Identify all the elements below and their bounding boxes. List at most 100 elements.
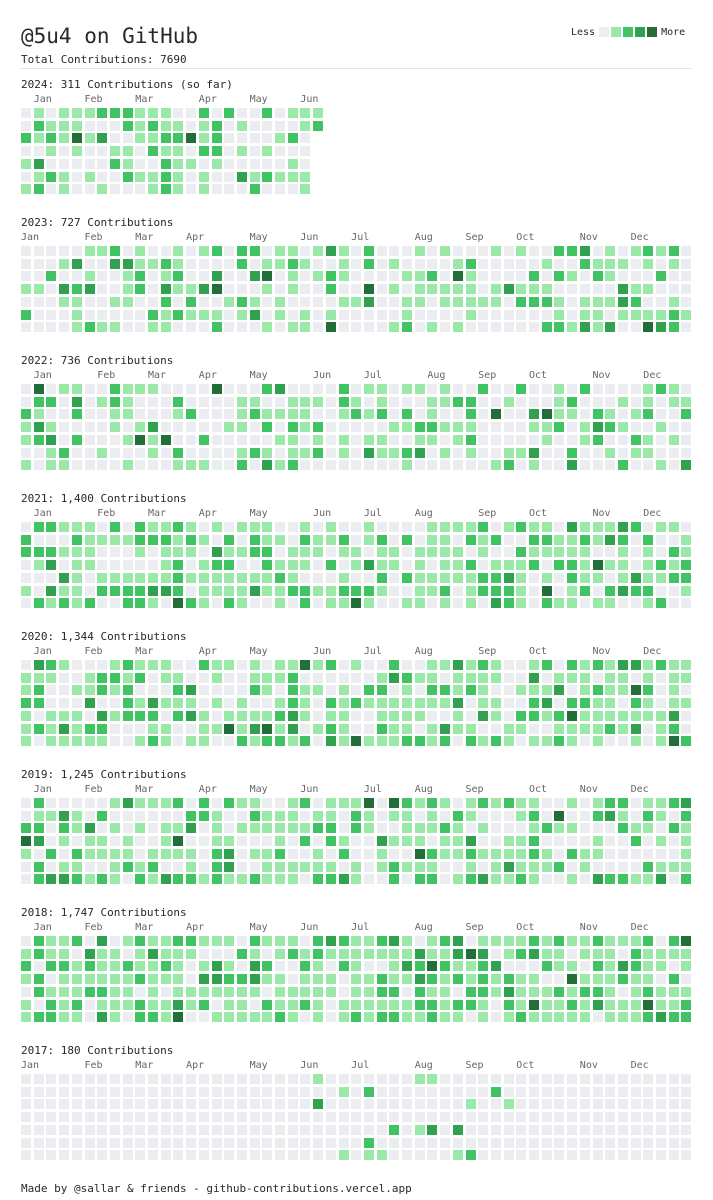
contribution-day-cell[interactable] xyxy=(275,120,285,131)
contribution-day-cell[interactable] xyxy=(21,974,31,985)
contribution-day-cell[interactable] xyxy=(300,422,311,433)
contribution-day-cell[interactable] xyxy=(325,1124,336,1135)
contribution-day-cell[interactable] xyxy=(503,1137,514,1148)
contribution-day-cell[interactable] xyxy=(262,698,273,709)
contribution-day-cell[interactable] xyxy=(122,184,133,195)
contribution-day-cell[interactable] xyxy=(668,974,679,985)
contribution-day-cell[interactable] xyxy=(21,836,31,847)
contribution-day-cell[interactable] xyxy=(503,698,514,709)
contribution-day-cell[interactable] xyxy=(59,133,70,144)
contribution-day-cell[interactable] xyxy=(275,133,285,144)
contribution-day-cell[interactable] xyxy=(617,309,628,320)
contribution-day-cell[interactable] xyxy=(389,810,400,821)
contribution-day-cell[interactable] xyxy=(21,798,31,808)
contribution-day-cell[interactable] xyxy=(262,384,273,394)
contribution-day-cell[interactable] xyxy=(186,547,197,558)
contribution-day-cell[interactable] xyxy=(249,936,260,946)
contribution-day-cell[interactable] xyxy=(363,1150,374,1161)
contribution-day-cell[interactable] xyxy=(262,1099,273,1110)
contribution-day-cell[interactable] xyxy=(617,736,628,747)
contribution-day-cell[interactable] xyxy=(84,171,95,182)
contribution-day-cell[interactable] xyxy=(21,961,31,972)
contribution-day-cell[interactable] xyxy=(643,961,654,972)
contribution-day-cell[interactable] xyxy=(249,1137,260,1148)
contribution-day-cell[interactable] xyxy=(490,698,501,709)
contribution-day-cell[interactable] xyxy=(554,1137,565,1148)
contribution-day-cell[interactable] xyxy=(325,309,336,320)
contribution-day-cell[interactable] xyxy=(452,258,463,269)
contribution-day-cell[interactable] xyxy=(71,1137,82,1148)
contribution-day-cell[interactable] xyxy=(211,422,222,433)
contribution-day-cell[interactable] xyxy=(33,422,44,433)
contribution-day-cell[interactable] xyxy=(440,1137,451,1148)
contribution-day-cell[interactable] xyxy=(21,1074,31,1084)
contribution-day-cell[interactable] xyxy=(363,798,374,808)
contribution-day-cell[interactable] xyxy=(643,1099,654,1110)
contribution-day-cell[interactable] xyxy=(656,522,666,532)
contribution-day-cell[interactable] xyxy=(313,974,324,985)
contribution-day-cell[interactable] xyxy=(363,460,374,471)
contribution-day-cell[interactable] xyxy=(541,672,552,683)
contribution-day-cell[interactable] xyxy=(414,999,425,1010)
contribution-day-cell[interactable] xyxy=(21,396,31,407)
contribution-day-cell[interactable] xyxy=(440,736,451,747)
contribution-day-cell[interactable] xyxy=(605,246,616,256)
contribution-day-cell[interactable] xyxy=(262,710,273,721)
contribution-day-cell[interactable] xyxy=(389,534,400,545)
contribution-day-cell[interactable] xyxy=(160,158,171,169)
contribution-day-cell[interactable] xyxy=(465,660,476,670)
contribution-day-cell[interactable] xyxy=(567,999,578,1010)
contribution-day-cell[interactable] xyxy=(567,1112,578,1123)
contribution-day-cell[interactable] xyxy=(656,861,666,872)
contribution-day-cell[interactable] xyxy=(224,1074,235,1084)
contribution-day-cell[interactable] xyxy=(465,572,476,583)
contribution-day-cell[interactable] xyxy=(71,1150,82,1161)
contribution-day-cell[interactable] xyxy=(529,572,539,583)
contribution-day-cell[interactable] xyxy=(338,422,349,433)
contribution-day-cell[interactable] xyxy=(249,1086,260,1097)
contribution-day-cell[interactable] xyxy=(224,309,235,320)
contribution-day-cell[interactable] xyxy=(160,572,171,583)
contribution-day-cell[interactable] xyxy=(59,434,70,445)
contribution-day-cell[interactable] xyxy=(135,1012,146,1023)
contribution-day-cell[interactable] xyxy=(376,598,387,609)
contribution-day-cell[interactable] xyxy=(579,1074,590,1084)
contribution-day-cell[interactable] xyxy=(313,258,324,269)
contribution-day-cell[interactable] xyxy=(46,322,57,333)
contribution-day-cell[interactable] xyxy=(605,685,616,696)
contribution-day-cell[interactable] xyxy=(236,961,247,972)
contribution-day-cell[interactable] xyxy=(541,409,552,420)
contribution-day-cell[interactable] xyxy=(198,986,209,997)
contribution-day-cell[interactable] xyxy=(71,120,82,131)
contribution-day-cell[interactable] xyxy=(46,133,57,144)
contribution-day-cell[interactable] xyxy=(21,258,31,269)
contribution-day-cell[interactable] xyxy=(643,848,654,859)
contribution-day-cell[interactable] xyxy=(33,936,44,946)
contribution-day-cell[interactable] xyxy=(84,246,95,256)
contribution-day-cell[interactable] xyxy=(592,974,603,985)
contribution-day-cell[interactable] xyxy=(605,974,616,985)
contribution-day-cell[interactable] xyxy=(211,986,222,997)
contribution-day-cell[interactable] xyxy=(173,108,184,118)
contribution-day-cell[interactable] xyxy=(681,284,692,295)
contribution-day-cell[interactable] xyxy=(465,823,476,834)
contribution-day-cell[interactable] xyxy=(478,986,489,997)
contribution-day-cell[interactable] xyxy=(617,961,628,972)
contribution-day-cell[interactable] xyxy=(516,598,527,609)
contribution-day-cell[interactable] xyxy=(529,672,539,683)
contribution-day-cell[interactable] xyxy=(109,522,120,532)
contribution-day-cell[interactable] xyxy=(605,848,616,859)
contribution-day-cell[interactable] xyxy=(338,284,349,295)
contribution-day-cell[interactable] xyxy=(363,1112,374,1123)
contribution-day-cell[interactable] xyxy=(287,384,298,394)
contribution-day-cell[interactable] xyxy=(313,961,324,972)
contribution-day-cell[interactable] xyxy=(84,184,95,195)
contribution-day-cell[interactable] xyxy=(376,999,387,1010)
contribution-day-cell[interactable] xyxy=(224,598,235,609)
contribution-day-cell[interactable] xyxy=(503,1112,514,1123)
contribution-day-cell[interactable] xyxy=(402,710,412,721)
contribution-day-cell[interactable] xyxy=(325,836,336,847)
contribution-day-cell[interactable] xyxy=(300,1137,311,1148)
contribution-day-cell[interactable] xyxy=(605,999,616,1010)
contribution-day-cell[interactable] xyxy=(160,396,171,407)
